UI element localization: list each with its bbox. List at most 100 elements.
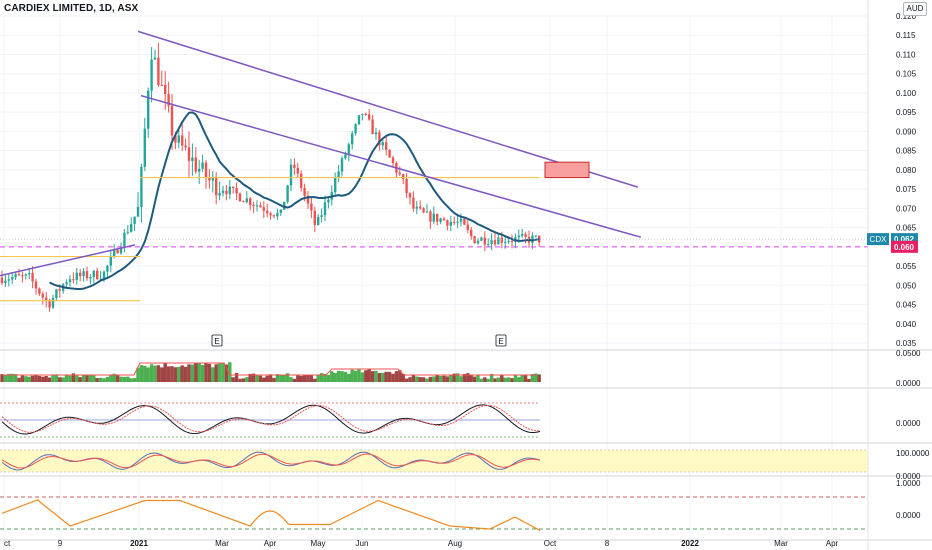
last-price-label: 0.062 — [894, 235, 915, 244]
time-label: Apr — [264, 539, 277, 548]
time-label: 2022 — [681, 539, 699, 548]
candle-body — [432, 213, 435, 222]
candle-body — [228, 186, 231, 195]
trendline-lower — [140, 94, 642, 238]
volume-bar — [530, 374, 535, 382]
candle-body — [408, 193, 412, 198]
time-label: Jun — [356, 539, 369, 548]
candle-body — [296, 167, 299, 174]
volume-bar — [343, 371, 348, 382]
volume-bar — [282, 375, 286, 382]
volume-bar — [85, 375, 89, 382]
pane-tick-label: 0.0000 — [896, 472, 921, 481]
price-tick-label: 0.115 — [896, 31, 916, 40]
candle-body — [262, 207, 265, 211]
currency-badge[interactable]: AUD — [903, 2, 927, 16]
price-tick-label: 0.045 — [896, 301, 917, 310]
volume-bar — [166, 366, 171, 382]
candle-body — [436, 213, 439, 222]
candle-body — [238, 193, 242, 202]
volume-bar — [3, 375, 8, 382]
candle-body — [11, 277, 14, 280]
candle-body — [218, 193, 221, 196]
candle-body — [92, 270, 95, 278]
time-axis[interactable]: ct 9 2021 Mar Apr May Jun Aug Oct 8 2022 Mar Apr — [4, 539, 839, 548]
volume-bar — [20, 375, 25, 382]
candle-body — [17, 274, 21, 276]
candle-body — [459, 218, 463, 222]
volume-bar — [313, 378, 317, 382]
volume-bar — [435, 375, 439, 382]
volume-bar — [506, 377, 511, 382]
candle-body — [504, 241, 507, 243]
candle-body — [150, 59, 153, 91]
volume-bar — [367, 369, 371, 382]
volume-bar — [309, 374, 314, 382]
candle-body — [276, 212, 279, 217]
candle-body — [351, 133, 354, 145]
volume-bar — [68, 375, 72, 382]
candle-body — [510, 241, 514, 243]
volume-bar — [17, 377, 21, 382]
candle-body — [116, 249, 119, 254]
volume-bar — [146, 367, 150, 382]
volume-bar — [0, 374, 4, 382]
volume-bar — [279, 374, 283, 382]
candle-body — [255, 205, 259, 207]
volume-bar — [109, 375, 113, 382]
volume-bar — [224, 364, 229, 382]
volume-bar — [523, 374, 528, 382]
candle-body — [147, 90, 150, 129]
volume-bar — [347, 373, 351, 382]
candle-body — [82, 271, 85, 277]
volume-bar — [459, 376, 463, 382]
earnings-marker-2 — [495, 334, 507, 347]
volume-bar — [160, 367, 164, 382]
volume-bar — [129, 378, 133, 382]
moving-average-line — [49, 111, 540, 290]
volume-bar — [265, 375, 269, 382]
candle-body — [422, 208, 425, 213]
indicator-panes — [0, 349, 932, 541]
candle-body — [381, 142, 384, 146]
candle-body — [187, 147, 191, 161]
volume-bar — [330, 371, 334, 382]
volume-bar — [398, 370, 402, 382]
volume-bar — [41, 376, 45, 382]
candle-body — [354, 124, 357, 134]
candle-body — [507, 241, 510, 243]
volume-bar — [428, 376, 433, 382]
volume-bar — [24, 376, 28, 382]
candle-body — [344, 154, 347, 159]
pane-tick-label: 100.0000 — [896, 449, 930, 458]
candle-body — [446, 220, 449, 226]
candle-body — [252, 205, 255, 207]
volume-bar — [149, 364, 154, 382]
volume-bar — [156, 365, 161, 382]
candle-body — [303, 187, 306, 196]
volume-bar — [462, 374, 467, 382]
volume-bar — [258, 375, 263, 382]
volume-bar — [122, 376, 127, 382]
candle-body — [463, 218, 466, 225]
candle-body — [68, 279, 72, 283]
candle-body — [531, 235, 534, 243]
candle-body — [456, 221, 459, 223]
volume-bar — [374, 370, 378, 382]
candle-body — [113, 249, 116, 257]
volume-bar — [153, 365, 157, 382]
volume-bar — [44, 376, 48, 382]
price-tick-label: 0.065 — [896, 224, 917, 233]
time-label: Apr — [826, 539, 839, 548]
price-tick-label: 0.035 — [896, 339, 917, 348]
candle-body — [235, 187, 238, 194]
candle-body — [272, 215, 276, 217]
candle-body — [286, 185, 289, 202]
earnings-marker-1-label: E — [214, 337, 219, 346]
price-axis[interactable]: 0.120 0.115 0.110 0.105 0.100 0.095 0.090 0.085… — [867, 0, 930, 550]
candle-body — [524, 234, 527, 237]
candle-body — [480, 237, 483, 241]
volume-bar — [139, 365, 144, 382]
